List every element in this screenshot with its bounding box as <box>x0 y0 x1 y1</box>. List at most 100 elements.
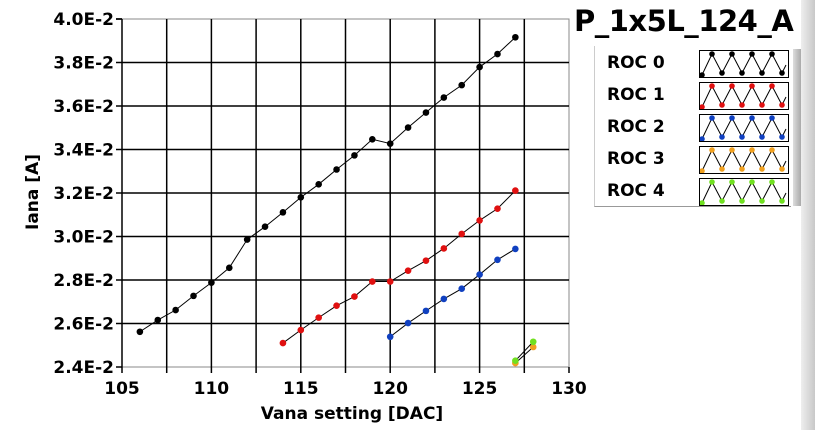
y-tick-label: 2.4E-2 <box>53 358 114 378</box>
series-line <box>514 341 534 362</box>
swatch-marker <box>769 51 775 57</box>
plot-series <box>136 33 537 367</box>
y-tick-label: 3.2E-2 <box>53 184 114 204</box>
swatch-marker <box>719 102 725 108</box>
swatch-marker <box>709 51 715 57</box>
data-point <box>279 209 287 216</box>
data-point <box>494 50 501 58</box>
chart-title: P_1x5L_124_A <box>574 4 794 38</box>
swatch-line <box>701 148 787 172</box>
data-point <box>333 166 340 173</box>
swatch-marker <box>779 134 785 140</box>
data-point <box>458 81 466 89</box>
legend-item[interactable]: ROC 2 <box>595 114 791 142</box>
y-tick-label: 3.0E-2 <box>53 228 114 248</box>
swatch-marker <box>769 83 775 89</box>
x-tick-label: 110 <box>194 379 230 399</box>
legend-item[interactable]: ROC 0 <box>595 50 791 78</box>
grid <box>116 18 570 373</box>
data-point <box>476 217 483 224</box>
data-point <box>458 230 466 238</box>
legend: ROC 0 ROC 1 ROC 2 ROC 3 ROC 4 <box>594 46 801 207</box>
data-point <box>351 152 358 159</box>
swatch-marker <box>709 115 715 121</box>
swatch-marker <box>759 70 765 76</box>
data-point <box>369 135 376 143</box>
data-point <box>458 285 466 293</box>
data-point <box>440 94 448 101</box>
legend-label: ROC 1 <box>607 85 665 105</box>
x-tick-label: 105 <box>104 379 140 399</box>
data-point <box>512 245 519 253</box>
data-point <box>333 302 340 309</box>
swatch-marker <box>759 166 765 172</box>
data-point <box>422 109 430 116</box>
legend-item[interactable]: ROC 1 <box>595 82 791 110</box>
swatch-marker <box>769 115 775 121</box>
swatch-line <box>701 84 787 108</box>
data-point <box>386 333 394 341</box>
swatch-marker <box>739 198 745 204</box>
series-line <box>389 248 516 338</box>
swatch-line <box>701 116 787 140</box>
legend-scrollbar[interactable] <box>793 49 801 206</box>
legend-swatch-icon <box>699 82 789 110</box>
data-point <box>422 257 430 264</box>
swatch-marker <box>700 168 705 173</box>
swatch-marker <box>719 70 725 76</box>
legend-label: ROC 4 <box>607 181 665 201</box>
data-point <box>529 338 537 346</box>
y-tick-label: 3.6E-2 <box>53 97 114 117</box>
swatch-marker <box>709 147 715 153</box>
swatch-marker <box>759 102 765 108</box>
data-point <box>154 316 162 324</box>
legend-swatch-icon <box>699 114 789 142</box>
data-point <box>512 33 519 41</box>
swatch-marker <box>739 166 745 172</box>
data-point <box>243 236 251 243</box>
data-point <box>440 295 448 303</box>
data-point <box>136 328 144 336</box>
data-point <box>440 245 448 252</box>
data-point <box>225 264 233 272</box>
swatch-marker <box>700 72 705 77</box>
series-roc-1 <box>279 187 519 347</box>
swatch-marker <box>779 166 785 172</box>
legend-item[interactable]: ROC 3 <box>595 146 791 174</box>
legend-swatch-icon <box>699 178 789 206</box>
swatch-marker <box>749 179 755 185</box>
data-point <box>404 319 412 327</box>
x-tick-label: 125 <box>462 379 498 399</box>
y-axis-label: Iana [A] <box>23 154 43 230</box>
data-point <box>476 271 483 278</box>
series-line <box>139 36 516 333</box>
data-point <box>297 194 305 201</box>
data-point <box>386 140 394 147</box>
swatch-marker <box>759 198 765 204</box>
swatch-marker <box>700 200 705 205</box>
swatch-marker <box>779 70 785 76</box>
y-tick-label: 2.6E-2 <box>53 315 114 335</box>
x-axis-label: Vana setting [DAC] <box>261 404 443 424</box>
swatch-marker <box>759 134 765 140</box>
legend-swatch-icon <box>699 146 789 174</box>
y-tick-label: 3.4E-2 <box>53 141 114 161</box>
legend-item[interactable]: ROC 4 <box>595 178 791 206</box>
swatch-marker <box>729 51 735 57</box>
swatch-marker <box>769 147 775 153</box>
data-point <box>369 278 376 285</box>
swatch-marker <box>719 198 725 204</box>
swatch-marker <box>749 115 755 121</box>
window-scrollbar[interactable] <box>801 0 815 430</box>
legend-label: ROC 2 <box>607 117 665 137</box>
data-point <box>422 307 430 315</box>
swatch-marker <box>700 104 705 109</box>
swatch-marker <box>700 136 705 141</box>
data-point <box>279 339 287 347</box>
data-point <box>512 187 519 194</box>
series-roc-2 <box>386 245 519 341</box>
legend-label: ROC 3 <box>607 149 665 169</box>
data-point <box>261 223 269 231</box>
swatch-marker <box>709 83 715 89</box>
